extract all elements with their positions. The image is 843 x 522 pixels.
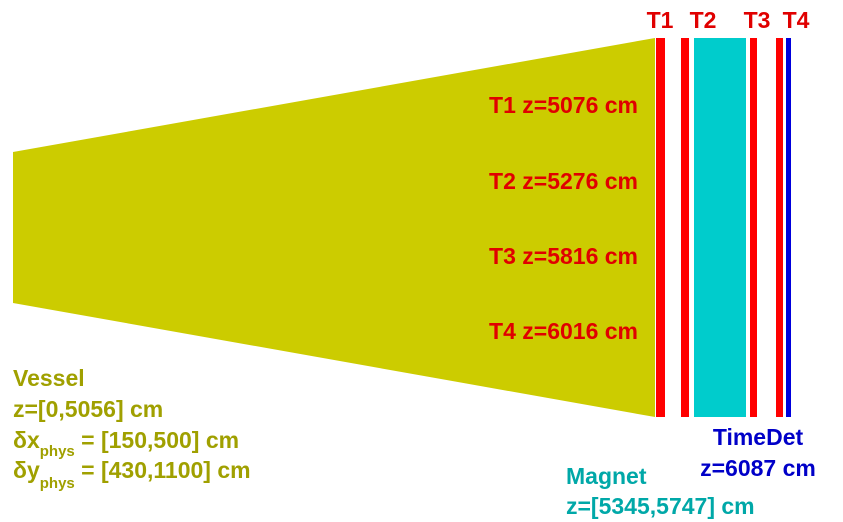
subscript: phys	[40, 475, 75, 492]
station-z: T1 z=5076 cm	[489, 92, 638, 118]
magnet-z: z=[5345,5747] cm	[566, 493, 755, 519]
station-label: T2	[690, 7, 717, 33]
magnet-title: Magnet	[566, 463, 647, 489]
station-label: T3	[744, 7, 771, 33]
value: = [150,500] cm	[75, 427, 239, 453]
station-z: T2 z=5276 cm	[489, 168, 638, 194]
subscript: phys	[40, 443, 75, 460]
vessel-z: z=[0,5056] cm	[13, 396, 163, 422]
t2-plane	[681, 38, 689, 417]
timedet-plane	[786, 38, 791, 417]
vessel-shape	[13, 38, 655, 417]
value: = [430,1100] cm	[75, 457, 251, 483]
station-label: T1	[647, 7, 674, 33]
t3-plane	[750, 38, 757, 417]
station-label: T4	[783, 7, 810, 33]
symbol: δx	[13, 427, 40, 453]
magnet-shape	[694, 38, 746, 417]
symbol: δy	[13, 457, 40, 483]
station-z: T4 z=6016 cm	[489, 318, 638, 344]
t1-plane	[656, 38, 665, 417]
vessel-dx: δxphys = [150,500] cm	[13, 427, 239, 460]
timedet-z: z=6087 cm	[700, 455, 816, 481]
t4-plane	[776, 38, 783, 417]
station-z: T3 z=5816 cm	[489, 243, 638, 269]
vessel-dy: δyphys = [430,1100] cm	[13, 457, 251, 492]
timedet-title: TimeDet	[713, 424, 804, 450]
vessel-title: Vessel	[13, 365, 85, 391]
